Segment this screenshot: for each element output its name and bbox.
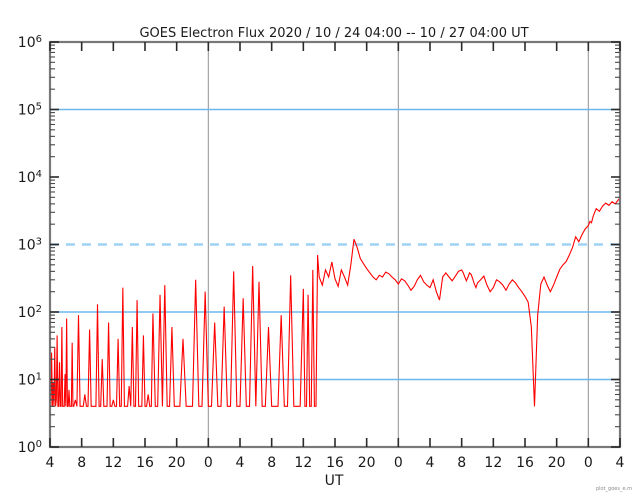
x-tick-label: 8 bbox=[457, 455, 466, 471]
watermark-label: plot_goes_e.m bbox=[596, 486, 632, 492]
x-tick-label: 12 bbox=[104, 455, 122, 471]
x-tick-label: 20 bbox=[168, 455, 186, 471]
x-tick-label: 20 bbox=[548, 455, 566, 471]
chart-title: GOES Electron Flux 2020 / 10 / 24 04:00 … bbox=[139, 26, 528, 41]
x-tick-label: 4 bbox=[46, 455, 55, 471]
x-tick-label: 0 bbox=[584, 455, 593, 471]
x-tick-label: 16 bbox=[326, 455, 344, 471]
x-tick-label: 8 bbox=[77, 455, 86, 471]
x-axis-ticks bbox=[49, 42, 621, 447]
x-tick-label: 0 bbox=[394, 455, 403, 471]
gridlines-group bbox=[50, 42, 620, 447]
electron-flux-line bbox=[50, 197, 620, 407]
y-axis-ticks bbox=[50, 41, 620, 448]
x-tick-label: 8 bbox=[267, 455, 276, 471]
x-tick-label: 16 bbox=[516, 455, 534, 471]
x-axis-title: UT bbox=[325, 473, 344, 489]
x-tick-label: 4 bbox=[236, 455, 245, 471]
x-axis-labels: 4 8 12 16 20 0 4 8 12 16 20 0 4 8 12 16 20 0 4 bbox=[46, 455, 625, 471]
x-tick-label: 12 bbox=[294, 455, 312, 471]
x-tick-label: 0 bbox=[204, 455, 213, 471]
x-tick-label: 16 bbox=[136, 455, 154, 471]
x-tick-label: 20 bbox=[358, 455, 376, 471]
data-series-group bbox=[50, 197, 620, 407]
x-tick-label: 12 bbox=[484, 455, 502, 471]
x-tick-label: 4 bbox=[426, 455, 435, 471]
x-tick-label: 4 bbox=[616, 455, 625, 471]
